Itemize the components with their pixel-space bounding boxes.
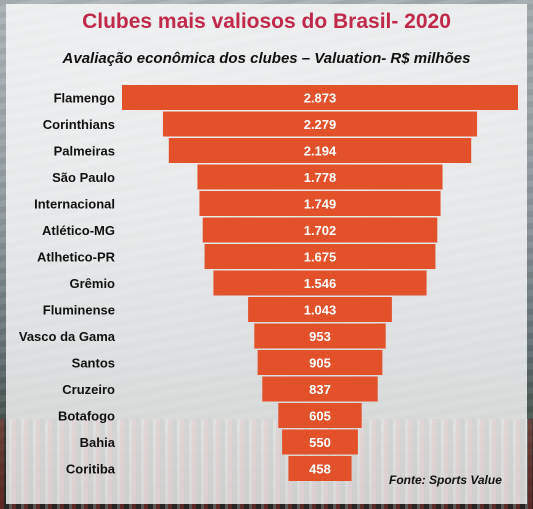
bar-5	[202, 217, 438, 243]
category-label: Botafogo	[58, 409, 115, 424]
value-label: 2.194	[304, 144, 337, 159]
value-label: 458	[309, 462, 331, 477]
bar-12	[278, 403, 362, 428]
bar-6	[204, 244, 436, 269]
category-label: São Paulo	[52, 170, 115, 185]
value-label: 953	[309, 329, 331, 344]
value-label: 605	[309, 409, 331, 424]
value-label: 2.873	[304, 91, 337, 106]
category-label: Grêmio	[69, 276, 115, 291]
category-label: Atlhetico-PR	[37, 250, 116, 265]
category-label: Flamengo	[54, 91, 115, 106]
category-label: Palmeiras	[54, 144, 115, 159]
bar-7	[213, 270, 427, 296]
value-label: 1.546	[304, 276, 337, 291]
value-label: 2.279	[304, 117, 337, 132]
category-label: Atlético-MG	[42, 223, 115, 238]
value-label: 837	[309, 382, 331, 397]
bar-14	[288, 456, 352, 481]
value-label: 1.043	[304, 303, 337, 318]
chart-subtitle: Avaliação econômica dos clubes – Valuati…	[62, 50, 471, 67]
bar-8	[248, 297, 392, 322]
bar-3	[197, 164, 443, 190]
bar-0	[122, 85, 518, 110]
category-label: Vasco da Gama	[19, 329, 116, 344]
category-label: Cruzeiro	[62, 382, 115, 397]
bar-10	[257, 350, 383, 375]
bar-9	[254, 323, 386, 349]
bar-4	[199, 191, 441, 216]
bar-11	[262, 376, 378, 402]
value-label: 1.778	[304, 170, 337, 185]
value-label: 1.702	[304, 223, 337, 238]
bar-1	[162, 111, 478, 137]
category-label: Coritiba	[66, 462, 116, 477]
chart-title: Clubes mais valiosos do Brasil- 2020	[82, 10, 451, 33]
bar-2	[168, 138, 472, 163]
category-label: Corinthians	[43, 117, 115, 132]
source-note: Fonte: Sports Value	[389, 473, 502, 487]
value-label: 550	[309, 435, 331, 450]
category-label: Santos	[72, 356, 115, 371]
bar-13	[282, 429, 358, 455]
category-label: Fluminense	[43, 303, 115, 318]
category-label: Bahia	[80, 435, 116, 450]
value-label: 905	[309, 356, 331, 371]
value-label: 1.749	[304, 197, 337, 212]
category-label: Internacional	[34, 197, 115, 212]
value-label: 1.675	[304, 250, 337, 265]
